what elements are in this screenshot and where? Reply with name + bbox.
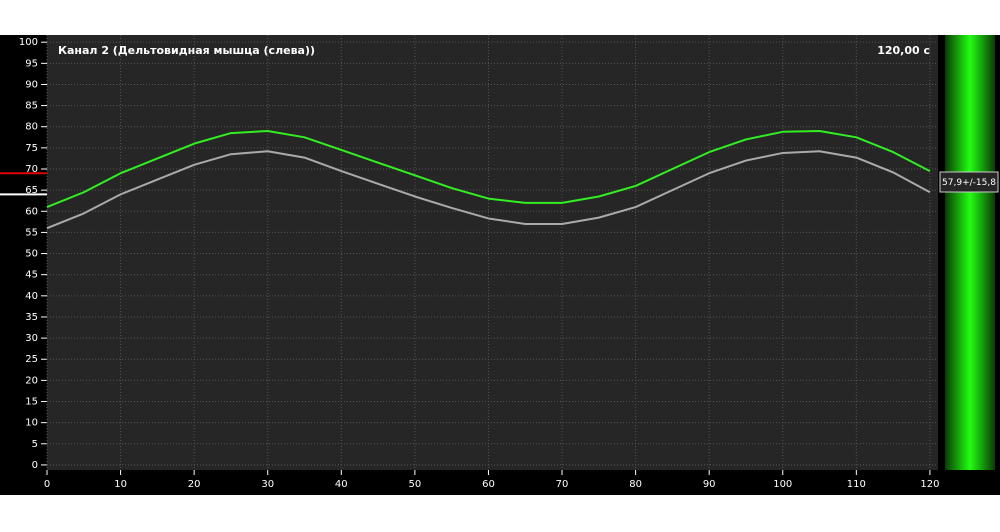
x-tick-label: 0 [44,479,50,490]
level-bar [945,35,995,470]
y-tick-label: 70 [25,164,38,175]
y-tick-label: 45 [25,270,38,281]
x-tick-label: 80 [629,479,642,490]
x-tick-label: 70 [556,479,569,490]
series-line [46,129,931,208]
y-tick-label: 85 [25,101,38,112]
y-tick-label: 50 [25,249,38,260]
x-tick-label: 100 [773,479,792,490]
x-tick-label: 110 [847,479,866,490]
y-tick-label: 35 [25,312,38,323]
chart-title: Канал 2 (Дельтовидная мышца (слева)) [58,44,315,57]
x-tick-label: 90 [703,479,716,490]
y-tick-label: 75 [25,143,38,154]
x-tick-label: 40 [335,479,348,490]
y-tick-label: 80 [25,122,38,133]
plot-area [47,35,938,470]
y-tick-label: 10 [25,418,38,429]
readout-box [939,171,999,193]
x-tick-label: 30 [261,479,274,490]
y-tick-label: 0 [32,460,38,471]
time-label: 120,00 с [877,44,930,57]
x-tick-label: 20 [188,479,201,490]
x-tick-label: 50 [409,479,422,490]
series-line [46,150,931,230]
y-axis-panel [0,35,47,495]
y-tick-label: 90 [25,79,38,90]
y-tick-label: 5 [32,439,38,450]
y-tick-label: 65 [25,185,38,196]
y-tick-label: 40 [25,291,38,302]
y-tick-label: 20 [25,375,38,386]
y-tick-label: 60 [25,206,38,217]
y-tick-label: 100 [19,37,38,48]
readout: 57,9+/-15,8 [942,178,996,188]
x-tick-label: 60 [482,479,495,490]
x-axis-panel [47,470,940,495]
y-tick-label: 55 [25,227,38,238]
y-tick-label: 15 [25,397,38,408]
x-tick-label: 10 [114,479,127,490]
y-tick-label: 25 [25,354,38,365]
y-tick-label: 30 [25,333,38,344]
y-tick-label: 95 [25,58,38,69]
x-tick-label: 120 [920,479,939,490]
